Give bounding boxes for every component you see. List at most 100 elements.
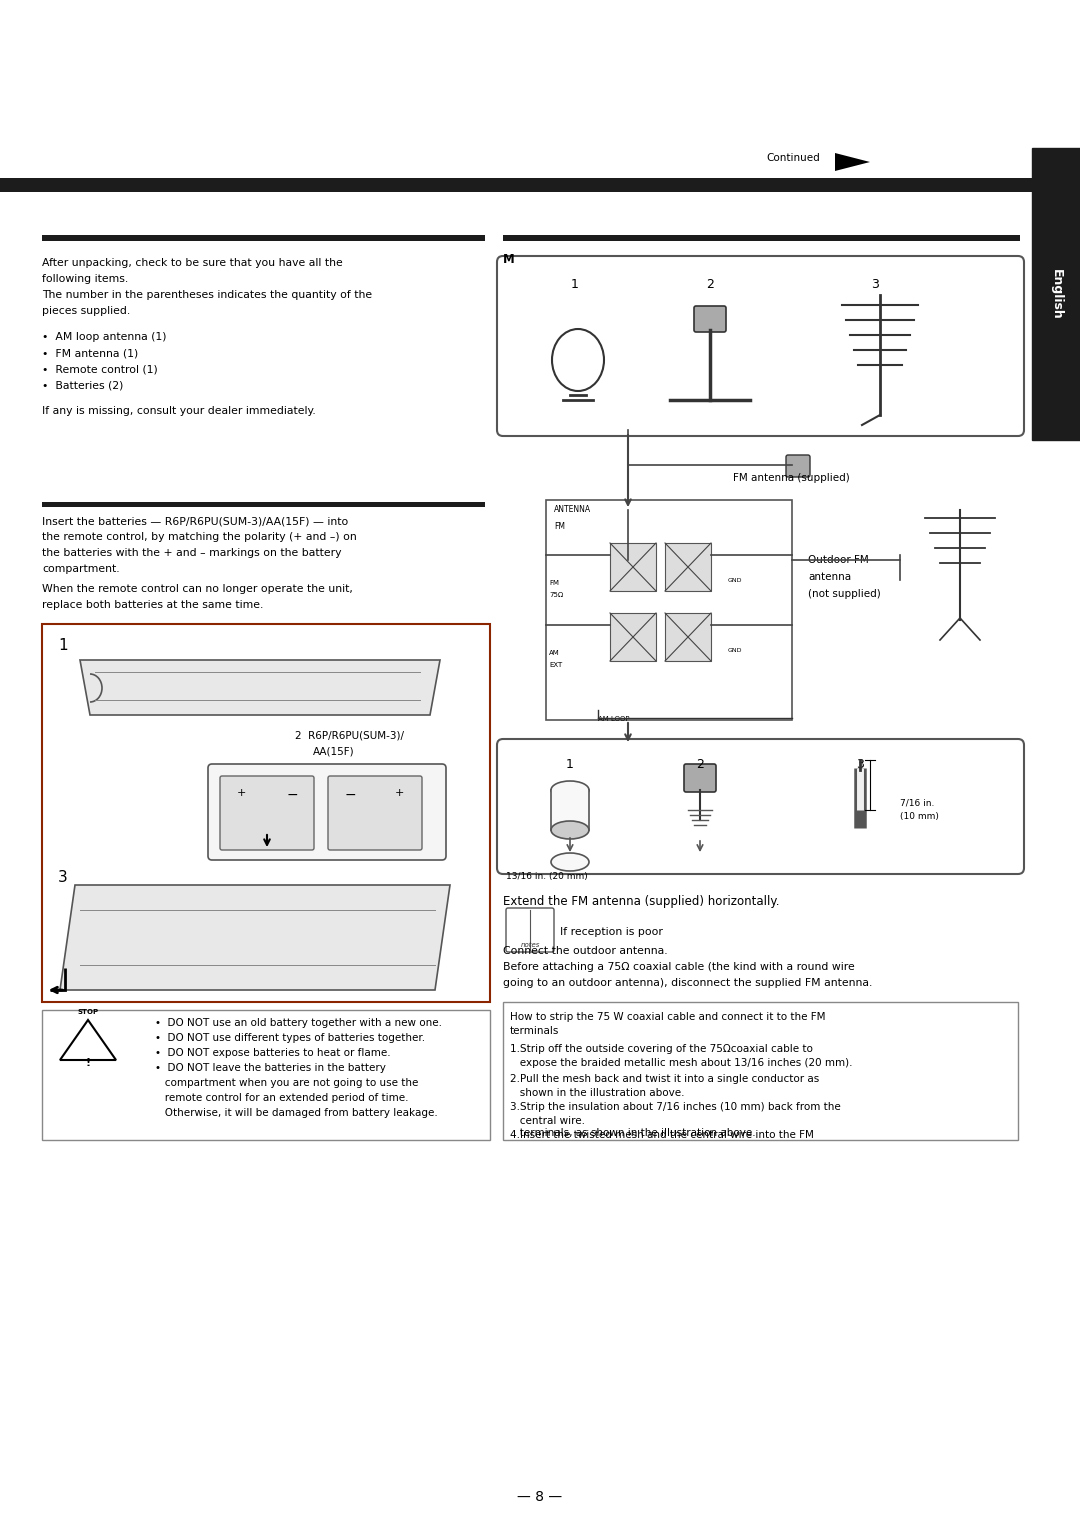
FancyBboxPatch shape xyxy=(694,306,726,332)
Polygon shape xyxy=(80,661,440,716)
Bar xyxy=(610,613,656,661)
Text: •  DO NOT use an old battery together with a new one.: • DO NOT use an old battery together wit… xyxy=(156,1018,442,1027)
Text: FM: FM xyxy=(549,579,559,586)
Text: 3: 3 xyxy=(58,870,68,885)
Text: notes: notes xyxy=(521,942,540,948)
Text: 13/16 in. (20 mm): 13/16 in. (20 mm) xyxy=(507,872,588,881)
Text: Insert the batteries — R6P/R6PU(SUM-3)/AA(15F) — into: Insert the batteries — R6P/R6PU(SUM-3)/A… xyxy=(42,515,348,526)
FancyBboxPatch shape xyxy=(208,764,446,859)
Text: AM: AM xyxy=(549,650,559,656)
Text: AM LOOP: AM LOOP xyxy=(598,716,630,722)
Text: •  AM loop antenna (1): • AM loop antenna (1) xyxy=(42,332,166,342)
Text: compartment.: compartment. xyxy=(42,564,120,573)
Text: remote control for an extended period of time.: remote control for an extended period of… xyxy=(156,1093,408,1102)
Bar xyxy=(42,502,485,508)
Text: 2.Pull the mesh back and twist it into a single conductor as: 2.Pull the mesh back and twist it into a… xyxy=(510,1073,820,1084)
Text: GND: GND xyxy=(728,578,743,583)
Text: the remote control, by matching the polarity (+ and –) on: the remote control, by matching the pola… xyxy=(42,532,356,541)
Text: central wire.: central wire. xyxy=(510,1116,585,1125)
Text: compartment when you are not going to use the: compartment when you are not going to us… xyxy=(156,1078,418,1089)
Polygon shape xyxy=(835,153,870,171)
Text: — 8 —: — 8 — xyxy=(517,1489,563,1505)
Text: English: English xyxy=(1050,269,1063,320)
Text: terminals, as shown in the illustration above.: terminals, as shown in the illustration … xyxy=(510,1128,756,1138)
Text: Otherwise, it will be damaged from battery leakage.: Otherwise, it will be damaged from batte… xyxy=(156,1109,437,1118)
Bar xyxy=(546,500,792,720)
Text: If reception is poor: If reception is poor xyxy=(561,927,663,937)
Bar xyxy=(665,543,711,592)
Text: (not supplied): (not supplied) xyxy=(808,589,881,599)
Text: •  Batteries (2): • Batteries (2) xyxy=(42,381,123,390)
Text: going to an outdoor antenna), disconnect the supplied FM antenna.: going to an outdoor antenna), disconnect… xyxy=(503,979,873,988)
Text: STOP: STOP xyxy=(78,1009,98,1015)
Text: 1.Strip off the outside covering of the 75Ωcoaxial cable to: 1.Strip off the outside covering of the … xyxy=(510,1044,813,1053)
FancyBboxPatch shape xyxy=(497,255,1024,436)
Text: 2  R6P/R6PU(SUM-3)/: 2 R6P/R6PU(SUM-3)/ xyxy=(295,729,404,740)
Text: −: − xyxy=(345,787,356,803)
Text: AA(15F): AA(15F) xyxy=(313,746,354,755)
Bar xyxy=(1032,148,1080,440)
Text: Connect the outdoor antenna.: Connect the outdoor antenna. xyxy=(503,946,667,956)
Text: 3.Strip the insulation about 7/16 inches (10 mm) back from the: 3.Strip the insulation about 7/16 inches… xyxy=(510,1102,840,1112)
Text: shown in the illustration above.: shown in the illustration above. xyxy=(510,1089,685,1098)
Bar xyxy=(503,1001,1018,1141)
Bar xyxy=(551,790,589,830)
FancyBboxPatch shape xyxy=(220,777,314,850)
Text: 3: 3 xyxy=(872,278,879,291)
Text: 3: 3 xyxy=(856,758,864,771)
Bar xyxy=(42,624,490,1001)
Text: The number in the parentheses indicates the quantity of the: The number in the parentheses indicates … xyxy=(42,291,373,300)
Text: How to strip the 75 W coaxial cable and connect it to the FM: How to strip the 75 W coaxial cable and … xyxy=(510,1012,825,1021)
FancyBboxPatch shape xyxy=(507,908,554,953)
Text: following items.: following items. xyxy=(42,274,129,284)
Text: 1: 1 xyxy=(566,758,573,771)
Text: •  FM antenna (1): • FM antenna (1) xyxy=(42,349,138,358)
Ellipse shape xyxy=(551,853,589,872)
Text: GND: GND xyxy=(728,648,743,653)
Bar xyxy=(610,543,656,592)
FancyBboxPatch shape xyxy=(328,777,422,850)
Text: expose the braided metallic mesh about 13/16 inches (20 mm).: expose the braided metallic mesh about 1… xyxy=(510,1058,852,1067)
FancyBboxPatch shape xyxy=(497,739,1024,875)
FancyBboxPatch shape xyxy=(684,764,716,792)
Text: replace both batteries at the same time.: replace both batteries at the same time. xyxy=(42,599,264,610)
Text: •  DO NOT expose batteries to heat or flame.: • DO NOT expose batteries to heat or fla… xyxy=(156,1047,391,1058)
FancyBboxPatch shape xyxy=(786,456,810,477)
Text: Continued: Continued xyxy=(766,153,820,164)
Text: After unpacking, check to be sure that you have all the: After unpacking, check to be sure that y… xyxy=(42,258,342,268)
Text: terminals: terminals xyxy=(510,1026,559,1037)
Text: 1: 1 xyxy=(58,638,68,653)
Text: FM: FM xyxy=(554,521,565,531)
Polygon shape xyxy=(60,885,450,989)
Text: Before attaching a 75Ω coaxial cable (the kind with a round wire: Before attaching a 75Ω coaxial cable (th… xyxy=(503,962,854,972)
Text: 4.Insert the twisted mesh and the central wire into the FM: 4.Insert the twisted mesh and the centra… xyxy=(510,1130,814,1141)
Bar xyxy=(503,235,1020,242)
Text: When the remote control can no longer operate the unit,: When the remote control can no longer op… xyxy=(42,584,353,593)
Text: 7/16 in.: 7/16 in. xyxy=(900,798,934,807)
Text: M: M xyxy=(503,252,515,266)
Text: Extend the FM antenna (supplied) horizontally.: Extend the FM antenna (supplied) horizon… xyxy=(503,894,780,908)
Text: !: ! xyxy=(85,1058,91,1067)
Text: •  DO NOT use different types of batteries together.: • DO NOT use different types of batterie… xyxy=(156,1034,426,1043)
Ellipse shape xyxy=(551,781,589,800)
Text: Outdoor FM: Outdoor FM xyxy=(808,555,868,566)
Text: pieces supplied.: pieces supplied. xyxy=(42,306,131,317)
Text: 1: 1 xyxy=(571,278,579,291)
Text: antenna: antenna xyxy=(808,572,851,583)
Text: If any is missing, consult your dealer immediately.: If any is missing, consult your dealer i… xyxy=(42,407,315,416)
Text: FM antenna (supplied): FM antenna (supplied) xyxy=(733,472,850,483)
Bar xyxy=(42,235,485,242)
Text: +: + xyxy=(237,787,246,798)
Bar xyxy=(665,613,711,661)
Text: +: + xyxy=(395,787,404,798)
Text: −: − xyxy=(287,787,299,803)
Text: •  Remote control (1): • Remote control (1) xyxy=(42,364,158,375)
Text: ANTENNA: ANTENNA xyxy=(554,505,591,514)
Text: 2: 2 xyxy=(697,758,704,771)
Bar xyxy=(42,1011,490,1141)
Bar xyxy=(0,177,1080,193)
Ellipse shape xyxy=(551,821,589,839)
Text: •  DO NOT leave the batteries in the battery: • DO NOT leave the batteries in the batt… xyxy=(156,1063,386,1073)
Text: (10 mm): (10 mm) xyxy=(900,812,939,821)
Text: 75Ω: 75Ω xyxy=(549,592,564,598)
